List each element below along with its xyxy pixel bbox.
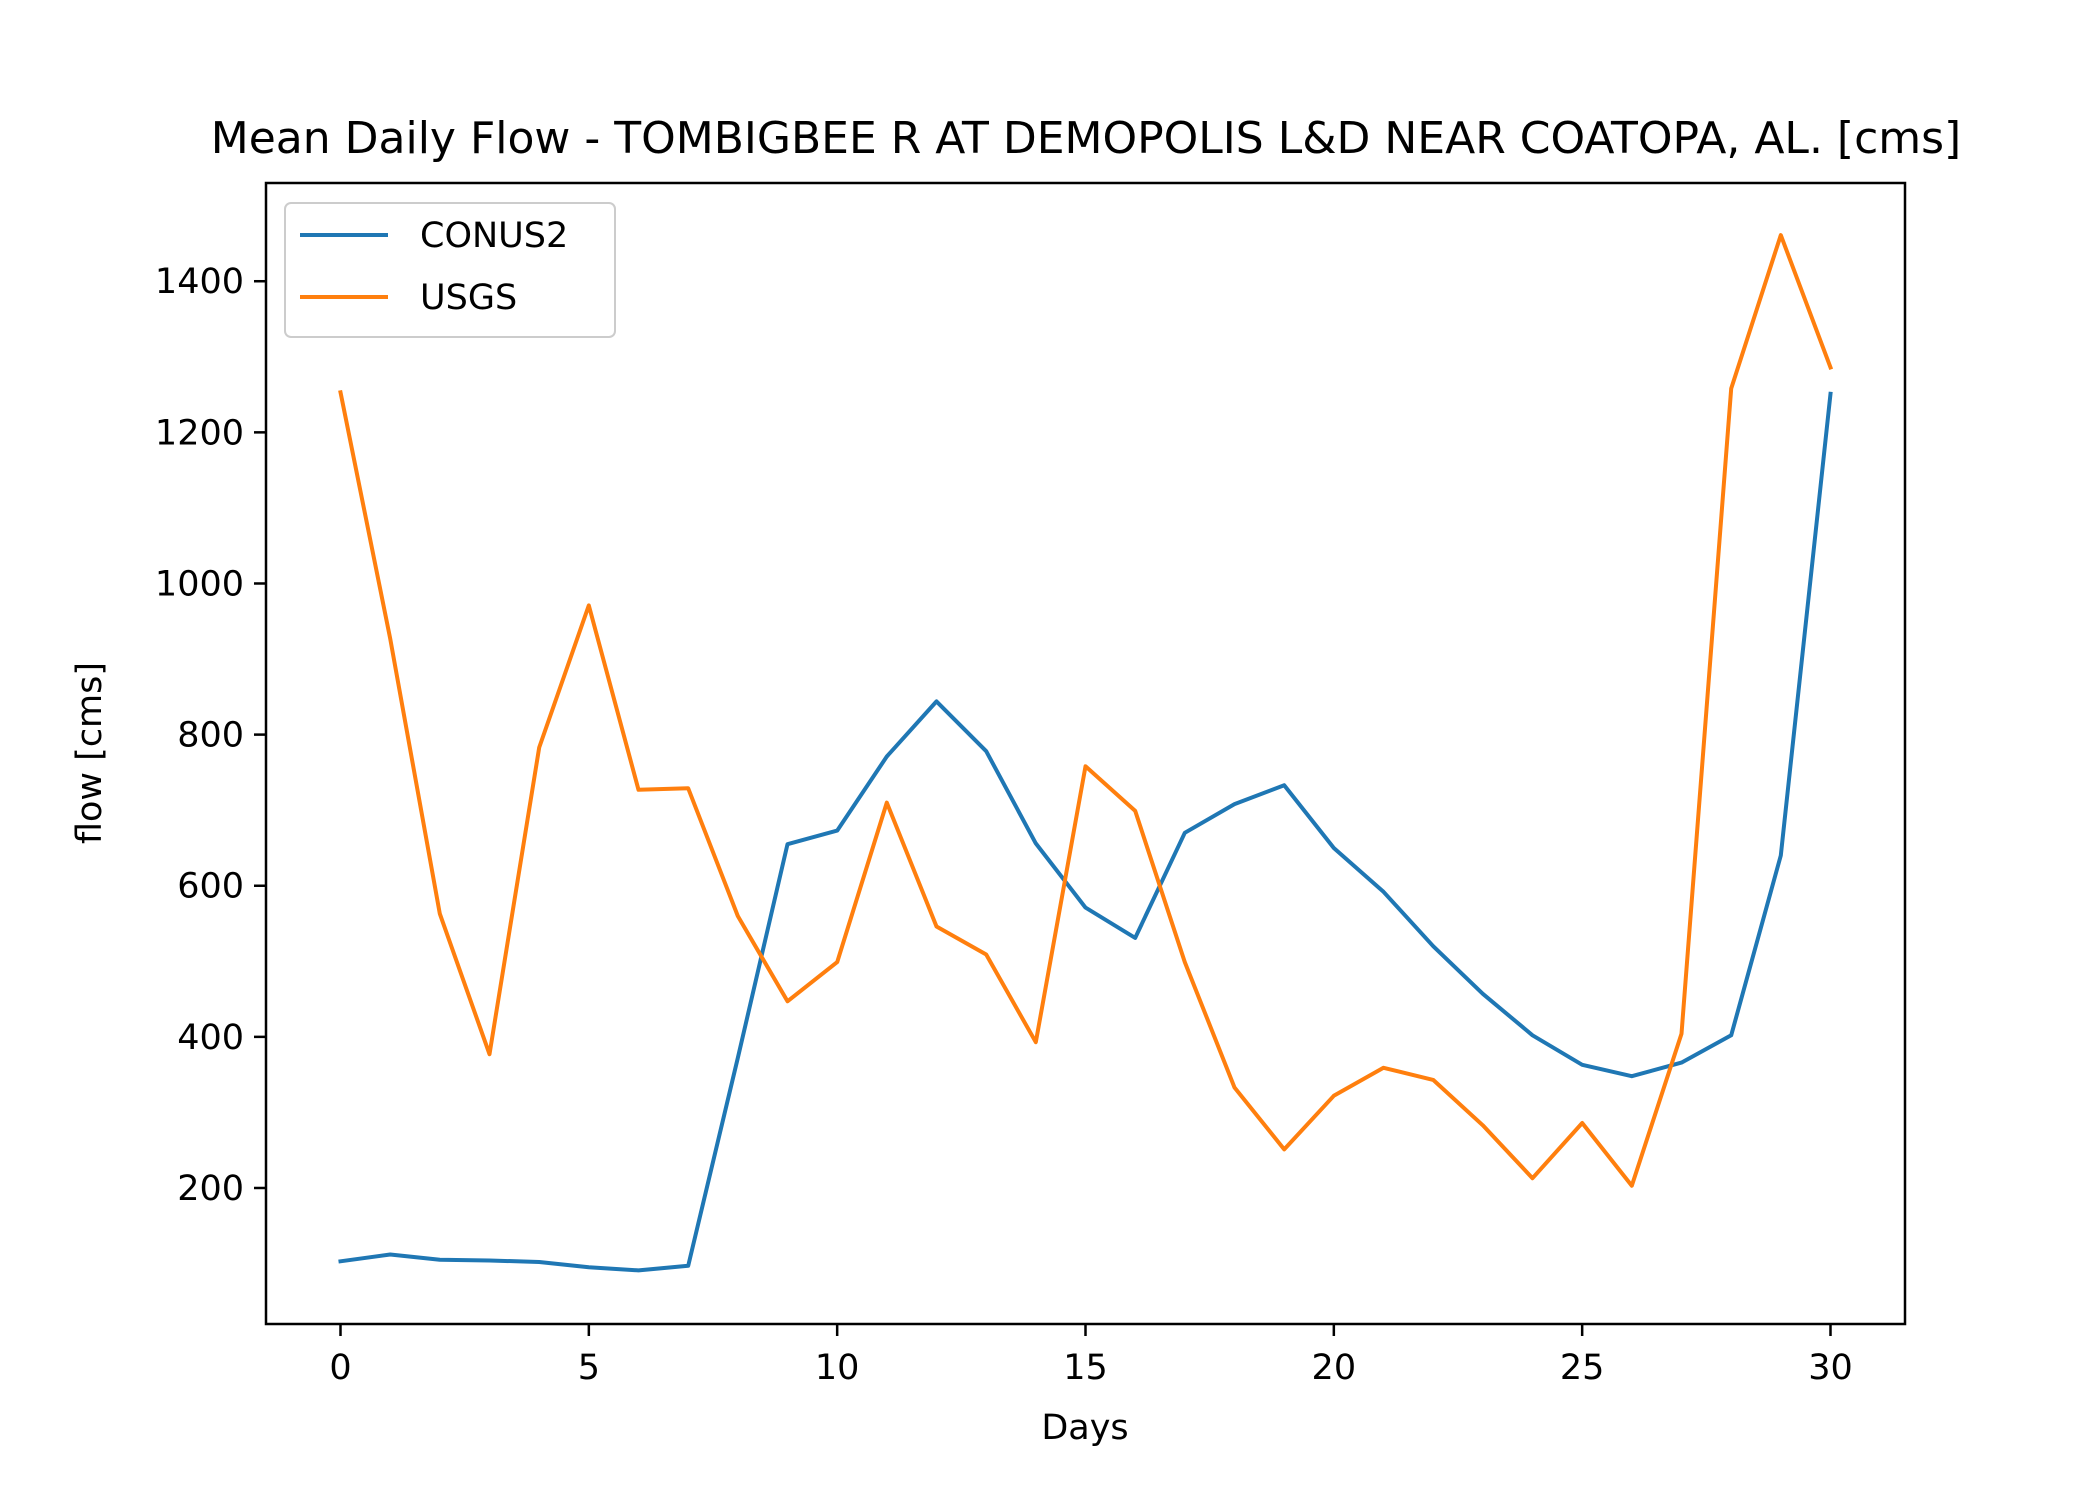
y-axis: 200 400 600 800 1000 1200 1400 <box>155 262 266 1209</box>
y-tick-label: 1000 <box>155 564 244 604</box>
plot-frame <box>264 181 1907 1326</box>
chart-title: Mean Daily Flow - TOMBIGBEE R AT DEMOPOL… <box>211 113 1961 164</box>
x-tick-label: 15 <box>1063 1348 1108 1388</box>
series-line-usgs <box>338 233 1834 1188</box>
x-axis: 0 5 10 15 20 25 30 <box>329 1324 1853 1388</box>
x-axis-label: Days <box>1041 1408 1128 1448</box>
x-tick-label: 5 <box>578 1348 600 1388</box>
x-tick-label: 10 <box>815 1348 860 1388</box>
y-tick-label: 600 <box>177 867 244 907</box>
legend-label-conus2: CONUS2 <box>420 216 568 256</box>
y-tick-label: 200 <box>177 1169 244 1209</box>
series-line-conus2 <box>338 391 1833 1273</box>
x-tick-label: 25 <box>1560 1348 1605 1388</box>
x-tick-label: 20 <box>1312 1348 1357 1388</box>
y-tick-label: 400 <box>177 1018 244 1058</box>
x-tick-label: 30 <box>1808 1348 1853 1388</box>
legend-label-usgs: USGS <box>420 278 517 318</box>
y-tick-label: 1200 <box>155 413 244 453</box>
y-axis-label: flow [cms] <box>70 662 110 844</box>
y-tick-label: 800 <box>177 716 244 756</box>
x-tick-label: 0 <box>329 1348 351 1388</box>
y-tick-label: 1400 <box>155 262 244 302</box>
legend: CONUS2 USGS <box>284 202 616 338</box>
series-layer <box>338 233 1834 1273</box>
